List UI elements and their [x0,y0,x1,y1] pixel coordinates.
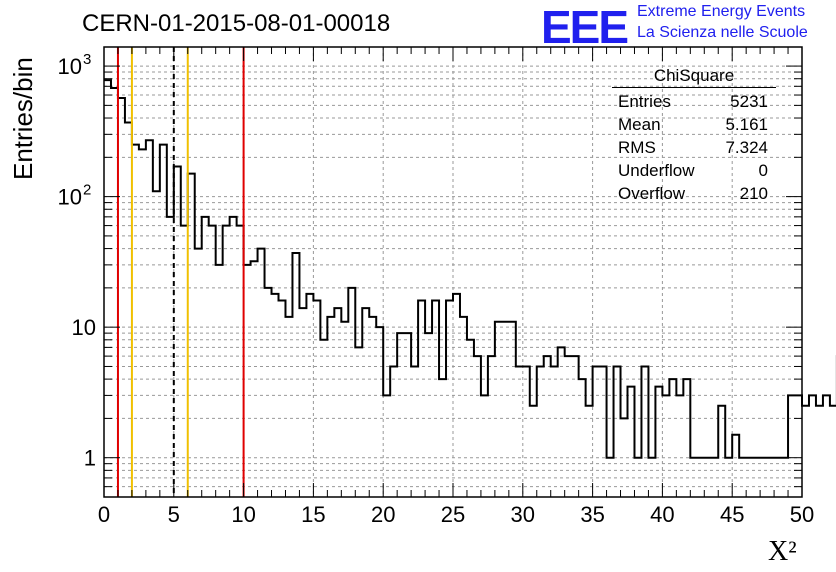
y-tick-label: 10 [72,315,96,340]
stats-row: RMS 7.324 [610,136,778,159]
y-tick-exponent: 3 [83,51,91,68]
y-tick-label: 10 [58,185,82,210]
stat-value: 210 [739,184,768,203]
logo-line-1: Extreme Energy Events [637,3,806,20]
x-tick-label: 30 [511,502,535,527]
stats-box: ChiSquare Entries 5231 Mean 5.161 RMS 7.324… [610,66,778,205]
stat-label: Overflow [618,184,686,203]
eee-logo: EEE [541,1,629,53]
stat-value: 5.161 [725,115,768,134]
y-tick-label: 10 [58,54,82,79]
x-tick-label: 35 [580,502,604,527]
histogram-series [104,79,836,459]
stats-row: Underflow 0 [610,159,778,182]
marker-lines [116,47,245,497]
stat-label: Underflow [618,161,695,180]
x-tick-label: 40 [650,502,674,527]
x-tick-label: 5 [168,502,180,527]
grid-lines [104,47,802,497]
x-tick-label: 0 [98,502,110,527]
stat-label: Mean [618,115,661,134]
x-tick-labels: 0 5 10 15 20 25 30 35 40 45 50 [98,502,814,527]
logo-line-2: La Scienza nelle Scuole [637,24,808,41]
stats-row: Overflow 210 [610,182,778,205]
stat-value: 5231 [730,92,768,111]
y-tick-label: 1 [84,446,96,471]
x-tick-label: 25 [441,502,465,527]
stats-row: Entries 5231 [610,90,778,113]
stat-value: 7.324 [725,138,768,157]
chart-title: CERN-01-2015-08-01-00018 [82,10,391,37]
x-tick-label: 10 [231,502,255,527]
x-tick-label: 50 [790,502,814,527]
stat-label: Entries [618,92,671,111]
stats-row: Mean 5.161 [610,113,778,136]
x-tick-label: 20 [371,502,395,527]
y-tick-exponent: 2 [83,182,91,199]
x-axis-label: X² [768,536,797,567]
x-tick-label: 15 [301,502,325,527]
x-tick-label: 45 [720,502,744,527]
stat-value: 0 [758,161,768,180]
stats-title: ChiSquare [612,66,776,88]
axis-ticks [103,47,803,498]
y-axis-label: Entries/bin [8,57,38,180]
stat-label: RMS [618,138,656,157]
